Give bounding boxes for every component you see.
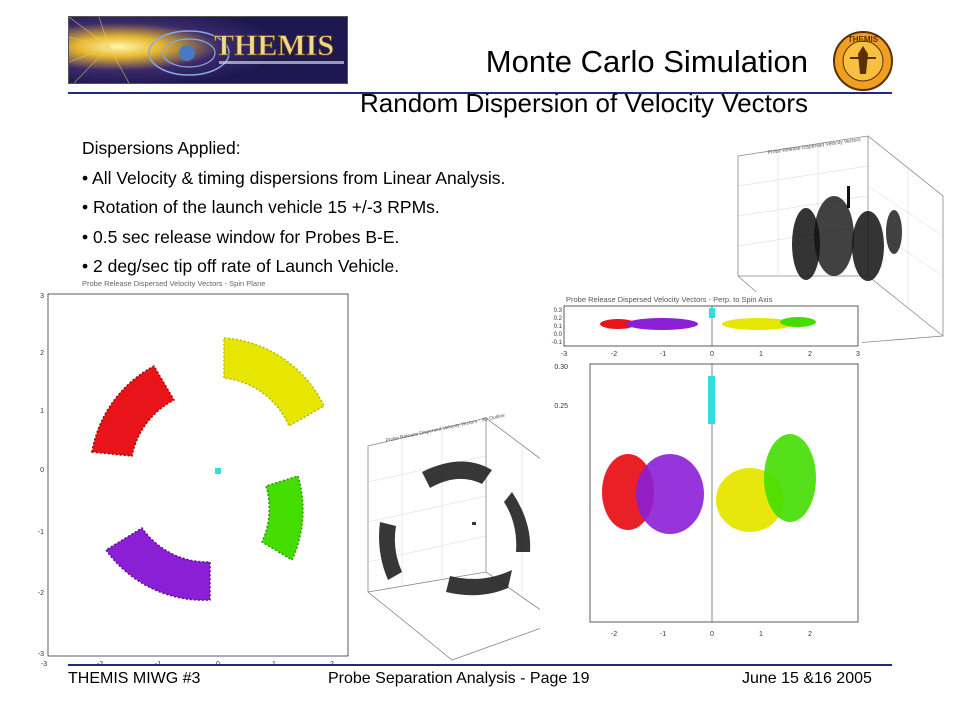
tick-x: 2 — [808, 351, 812, 358]
tick-x: 1 — [759, 351, 763, 358]
slide-title: Monte Carlo Simulation — [485, 44, 808, 79]
tick-y: -1 — [38, 529, 44, 536]
tick-x: -3 — [41, 661, 47, 668]
figure-perp-strip: Probe Release Dispersed Velocity Vectors… — [540, 292, 862, 362]
svg-text:0.3: 0.3 — [554, 308, 563, 314]
tick-y: 2 — [40, 350, 44, 357]
header-rule — [68, 92, 892, 94]
tick-x: 0 — [710, 351, 714, 358]
fig3d-top-title: Probe Release Dispersed Velocity Vectors — [767, 137, 861, 156]
sector-yellow — [223, 337, 325, 428]
bullet-item: • Rotation of the launch vehicle 15 +/-3… — [82, 197, 440, 217]
spin-plane-title: Probe Release Dispersed Velocity Vectors… — [82, 280, 265, 288]
sector-red — [91, 365, 176, 457]
footer-center: Probe Separation Analysis - Page 19 — [328, 670, 590, 687]
tick-y: 0.30 — [554, 364, 568, 371]
strip-cyan — [709, 308, 715, 318]
bullet-item: • 0.5 sec release window for Probes B-E. — [82, 226, 400, 247]
footer-left: THEMIS MIWG #3 — [68, 670, 201, 687]
strip-green — [780, 317, 816, 327]
themis-badge: THEMIS — [832, 30, 894, 92]
tick-x: 2 — [808, 631, 812, 638]
dispersions-heading: Dispersions Applied: — [82, 138, 241, 158]
perp-title: Probe Release Dispersed Velocity Vectors… — [566, 295, 773, 304]
footer-right: June 15 &16 2005 — [742, 670, 872, 687]
tick-y: 0 — [40, 467, 44, 474]
figure-perp-main: 0.30 0.25 -2 -1 0 1 2 — [540, 360, 862, 642]
tick-x: -1 — [660, 631, 666, 638]
tick-y: -3 — [38, 651, 44, 658]
tick-y: -2 — [38, 590, 44, 597]
tick-y: 1 — [40, 408, 44, 415]
sector-green — [261, 475, 304, 562]
slide-subtitle: Random Dispersion of Velocity Vectors — [360, 88, 808, 118]
figure-spin-plane: Probe Release Dispersed Velocity Vectors… — [34, 279, 354, 668]
svg-text:0.0: 0.0 — [554, 332, 563, 338]
svg-text:-0.1: -0.1 — [552, 340, 563, 346]
tick-x: 0 — [710, 631, 714, 638]
badge-text: THEMIS — [848, 35, 879, 44]
strip-yellow — [722, 318, 794, 330]
sector-purple — [104, 526, 211, 601]
cyan-bar — [708, 376, 715, 424]
tick-y: 0.25 — [554, 403, 568, 410]
dispersions-list: Dispersions Applied: • All Velocity & ti… — [82, 134, 722, 282]
svg-text:0.1: 0.1 — [554, 324, 563, 330]
cloud-purple — [636, 454, 704, 534]
themis-logo: THEMIS — [68, 16, 348, 84]
tick-x: -2 — [611, 631, 617, 638]
footer-rule — [68, 664, 892, 666]
cloud-green — [764, 434, 816, 522]
tick-x: -1 — [660, 351, 666, 358]
bullet-item: • All Velocity & timing dispersions from… — [82, 167, 506, 188]
tick-x: 3 — [856, 351, 860, 358]
tick-x: 1 — [759, 631, 763, 638]
center-marker — [215, 468, 221, 474]
tick-y: 3 — [40, 293, 44, 300]
tick-x: -2 — [611, 351, 617, 358]
svg-text:0.2: 0.2 — [554, 316, 563, 322]
figure-3d-mid: Probe Release Dispersed Velocity Vectors… — [362, 412, 562, 670]
fig3d-mid-title: Probe Release Dispersed Velocity Vectors… — [385, 413, 506, 444]
strip-purple — [626, 318, 698, 330]
bullet-item: • 2 deg/sec tip off rate of Launch Vehic… — [82, 256, 400, 276]
strip-red — [600, 319, 636, 329]
logo-text: THEMIS — [214, 29, 334, 62]
tick-x: -3 — [561, 351, 567, 358]
